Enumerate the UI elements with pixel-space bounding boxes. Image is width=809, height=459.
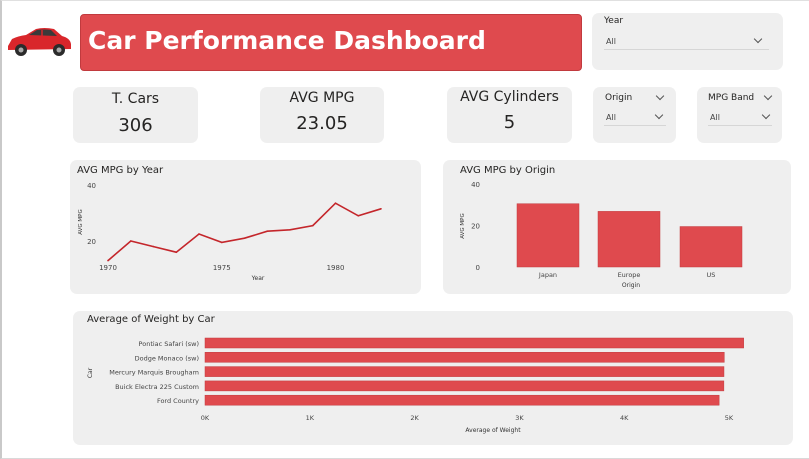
page-title: Car Performance Dashboard <box>88 26 486 55</box>
year-slicer-label: Year <box>604 16 624 26</box>
origin-slicer-label: Origin <box>605 93 633 103</box>
kpi-value-avg-cylinders: 5 <box>503 112 516 133</box>
chart-card-weight-by-car: Average of Weight by Car <box>73 311 793 445</box>
x-tick-label: 3K <box>515 414 524 422</box>
line-point <box>129 240 132 242</box>
chart-title-mpg-by-year: AVG MPG by Year <box>77 165 164 176</box>
mpg-band-slicer-label: MPG Band <box>708 93 755 103</box>
mpg-band-slicer-value[interactable]: All <box>710 113 720 122</box>
y-tick-label: Ford Country <box>157 397 199 405</box>
line-point <box>380 208 382 210</box>
line-point <box>266 230 269 232</box>
line-point <box>357 215 360 217</box>
year-slicer-value[interactable]: All <box>606 37 616 46</box>
y-tick-label: Mercury Marquis Brougham <box>109 369 199 377</box>
chevron-down-icon[interactable] <box>761 110 771 120</box>
kpi-card-avg-cylinders: AVG Cylinders 5 <box>447 87 572 143</box>
line-point <box>198 233 200 235</box>
mpg-band-slicer[interactable]: MPG Band All <box>697 87 782 143</box>
kpi-label-avg-mpg: AVG MPG <box>289 90 355 106</box>
line-point <box>289 229 291 231</box>
y-tick-label: 20 <box>471 223 480 231</box>
chevron-down-icon[interactable] <box>655 91 665 101</box>
y-tick-label: Pontiac Safari (sw) <box>139 340 199 348</box>
x-tick-label: 1970 <box>99 264 117 272</box>
line-point <box>152 245 155 248</box>
chart-card-mpg-by-year: AVG MPG by Year <box>70 160 421 294</box>
x-tick-label: 5K <box>725 414 734 422</box>
y-tick-label: Buick Electra 225 Custom <box>115 383 199 391</box>
bar-europe <box>597 211 661 268</box>
chevron-down-icon[interactable] <box>763 91 773 101</box>
line-series-avg-mpg <box>107 202 382 262</box>
x-tick-label: 1K <box>306 414 315 422</box>
y-tick-label: 40 <box>87 182 96 190</box>
line-point <box>243 237 246 239</box>
hbar-1 <box>204 352 725 363</box>
chart-title-weight-by-car: Average of Weight by Car <box>87 314 215 325</box>
hbar-0 <box>204 337 744 349</box>
year-slicer[interactable]: Year All <box>592 13 783 70</box>
line-point <box>220 241 223 244</box>
kpi-card-avg-mpg: AVG MPG 23.05 <box>260 87 384 143</box>
chevron-down-icon[interactable] <box>753 34 763 44</box>
x-tick-label: Europe <box>618 271 641 279</box>
line-point <box>334 202 337 204</box>
year-slicer-underline <box>604 49 769 50</box>
x-axis-title: Origin <box>622 282 640 289</box>
kpi-card-total-cars: T. Cars 306 <box>73 87 198 143</box>
hbar-2 <box>204 366 725 377</box>
line-point <box>311 224 314 227</box>
bar-us <box>679 226 743 268</box>
origin-slicer-underline <box>604 125 666 126</box>
y-tick-label: 40 <box>471 181 480 189</box>
x-tick-label: 1980 <box>327 264 345 272</box>
kpi-value-total-cars: 306 <box>118 115 153 136</box>
mpg-band-slicer-underline <box>708 125 772 126</box>
y-axis-title: Car <box>87 367 94 378</box>
x-tick-label: 0K <box>201 414 210 422</box>
y-tick-label: Dodge Monaco (sw) <box>135 354 199 362</box>
bar-chart-mpg-by-origin: Japan Europe US 0 20 40 Origin AVG MPG <box>460 181 743 289</box>
y-axis-title: AVG MPG <box>460 213 466 239</box>
bar-japan <box>516 203 580 268</box>
x-tick-label: 2K <box>410 414 419 422</box>
line-point <box>107 259 109 262</box>
hbar-3 <box>204 380 725 392</box>
origin-slicer[interactable]: Origin All <box>593 87 676 143</box>
kpi-label-total-cars: T. Cars <box>111 91 160 107</box>
x-tick-label: 4K <box>620 414 629 422</box>
kpi-value-avg-mpg: 23.05 <box>296 113 348 134</box>
y-tick-label: 20 <box>87 238 96 246</box>
x-tick-label: Japan <box>538 271 557 279</box>
x-axis-title: Average of Weight <box>465 427 521 434</box>
red-car-icon <box>8 28 71 56</box>
hbar-chart-weight-by-car: Pontiac Safari (sw) Dodge Monaco (sw) Merc… <box>87 337 744 434</box>
x-axis-title: Year <box>251 275 265 282</box>
x-tick-label: 1975 <box>213 264 231 272</box>
line-point <box>175 251 178 253</box>
y-axis-title: AVG MPG <box>78 209 84 235</box>
chevron-down-icon[interactable] <box>654 110 664 120</box>
origin-slicer-value[interactable]: All <box>606 113 616 122</box>
chart-title-mpg-by-origin: AVG MPG by Origin <box>460 165 556 176</box>
x-tick-label: US <box>707 271 716 279</box>
line-chart-mpg-by-year: 20 40 1970 1975 1980 Year AVG MPG <box>78 182 382 282</box>
title-banner: Car Performance Dashboard <box>80 14 582 71</box>
y-tick-label: 0 <box>476 264 480 272</box>
kpi-label-avg-cylinders: AVG Cylinders <box>460 89 559 105</box>
hbar-4 <box>204 394 720 406</box>
